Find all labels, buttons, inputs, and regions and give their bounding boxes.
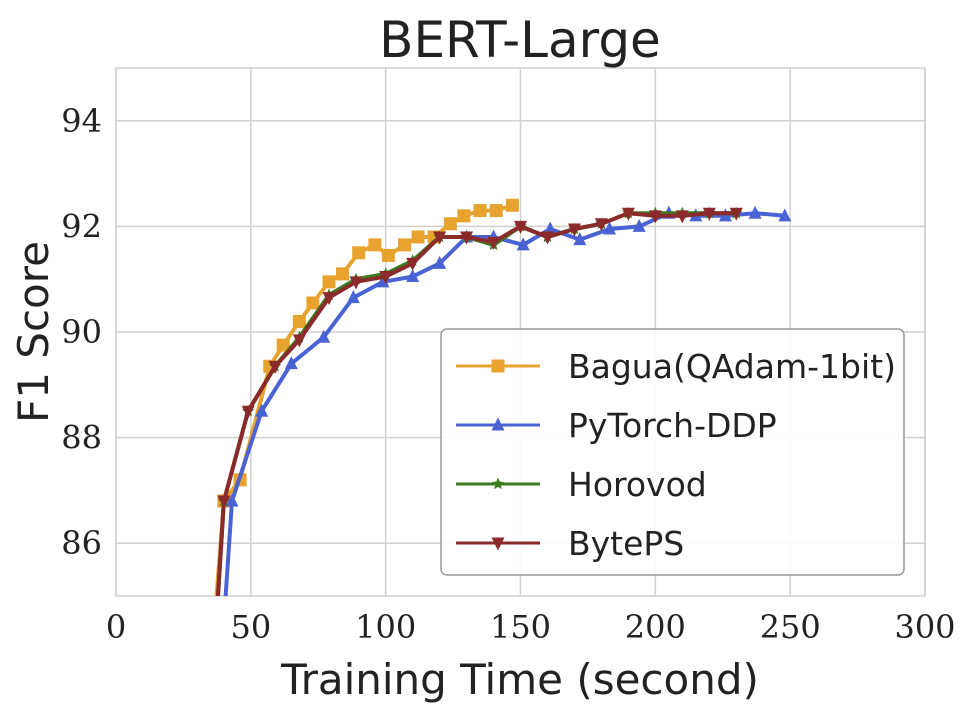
legend-marker <box>491 537 505 551</box>
data-point <box>376 274 390 288</box>
data-point <box>398 238 412 252</box>
data-point <box>346 290 360 304</box>
data-point <box>621 207 635 221</box>
data-point <box>602 221 616 235</box>
data-point <box>217 495 231 509</box>
data-point <box>368 238 382 252</box>
legend-label: Horovod <box>568 465 707 504</box>
data-point <box>379 271 393 285</box>
data-point <box>648 210 662 224</box>
y-tick-label: 88 <box>61 419 102 457</box>
data-point <box>352 246 366 260</box>
data-point <box>702 207 716 221</box>
x-tick-label: 150 <box>490 608 551 646</box>
data-point <box>594 218 608 232</box>
x-tick-label: 250 <box>760 608 821 646</box>
data-point <box>207 670 220 683</box>
data-point <box>433 255 447 269</box>
data-point <box>473 204 487 218</box>
data-point <box>306 296 320 310</box>
data-point <box>276 338 290 352</box>
x-tick-label: 50 <box>230 608 271 646</box>
data-point <box>212 694 225 707</box>
data-point <box>457 209 471 223</box>
x-axis-label: Training Time (second) <box>280 655 759 704</box>
series-layer <box>204 198 792 707</box>
data-point <box>292 334 306 348</box>
legend-marker <box>491 417 505 431</box>
x-tick-label: 100 <box>355 608 416 646</box>
legend-label: BytePS <box>568 524 684 563</box>
legend-marker <box>491 359 505 373</box>
data-point <box>516 237 530 251</box>
data-point <box>567 223 581 237</box>
legend-item: PyTorch-DDP <box>456 406 777 445</box>
data-point <box>336 267 350 281</box>
data-point <box>411 230 425 244</box>
data-point <box>292 314 306 328</box>
data-point <box>778 208 792 222</box>
legend: Bagua(QAdam-1bit) PyTorch-DDP Horovod ByteP… <box>440 328 905 576</box>
data-point <box>322 275 336 289</box>
x-tick-label: 200 <box>625 608 686 646</box>
data-point <box>225 493 239 507</box>
data-point <box>406 269 420 283</box>
data-point <box>514 220 527 234</box>
data-point <box>317 329 331 343</box>
x-tick-label: 300 <box>894 608 955 646</box>
legend-marker <box>491 477 505 490</box>
tick-labels: 0 50 100 150 200 250 300 86 88 90 92 94 <box>61 102 955 646</box>
data-point <box>505 198 519 212</box>
legend-item: BytePS <box>456 524 684 563</box>
data-point <box>573 232 587 246</box>
data-point <box>543 221 557 235</box>
data-point <box>381 248 395 262</box>
data-point <box>487 236 501 250</box>
data-point <box>632 218 646 232</box>
data-point <box>675 210 689 224</box>
legend-label: Bagua(QAdam-1bit) <box>568 347 896 386</box>
x-tick-label: 0 <box>106 608 126 646</box>
data-point <box>204 669 217 682</box>
y-tick-label: 92 <box>61 207 102 245</box>
data-point <box>433 231 447 245</box>
data-point <box>322 292 336 306</box>
data-point <box>255 403 269 417</box>
data-point <box>406 257 420 271</box>
data-point <box>349 276 363 290</box>
legend-label: PyTorch-DDP <box>568 406 777 445</box>
data-point <box>748 205 762 219</box>
data-point <box>443 217 457 231</box>
data-point <box>207 669 219 681</box>
data-point <box>729 207 743 221</box>
chart-title: BERT-Large <box>379 11 661 69</box>
legend-item: Horovod <box>456 465 707 504</box>
legend-box <box>440 328 905 576</box>
data-point <box>460 231 474 245</box>
y-tick-label: 94 <box>61 102 102 140</box>
data-point <box>284 356 298 370</box>
legend-item: Bagua(QAdam-1bit) <box>456 347 896 386</box>
series-byteps <box>207 207 743 683</box>
data-point <box>489 204 503 218</box>
y-tick-label: 86 <box>61 524 102 562</box>
data-point <box>241 405 255 419</box>
y-axis-label: F1 Score <box>9 241 58 423</box>
data-point <box>268 360 282 374</box>
plot-area-frame <box>115 67 926 597</box>
data-point <box>540 231 554 245</box>
y-tick-label: 90 <box>61 313 102 351</box>
